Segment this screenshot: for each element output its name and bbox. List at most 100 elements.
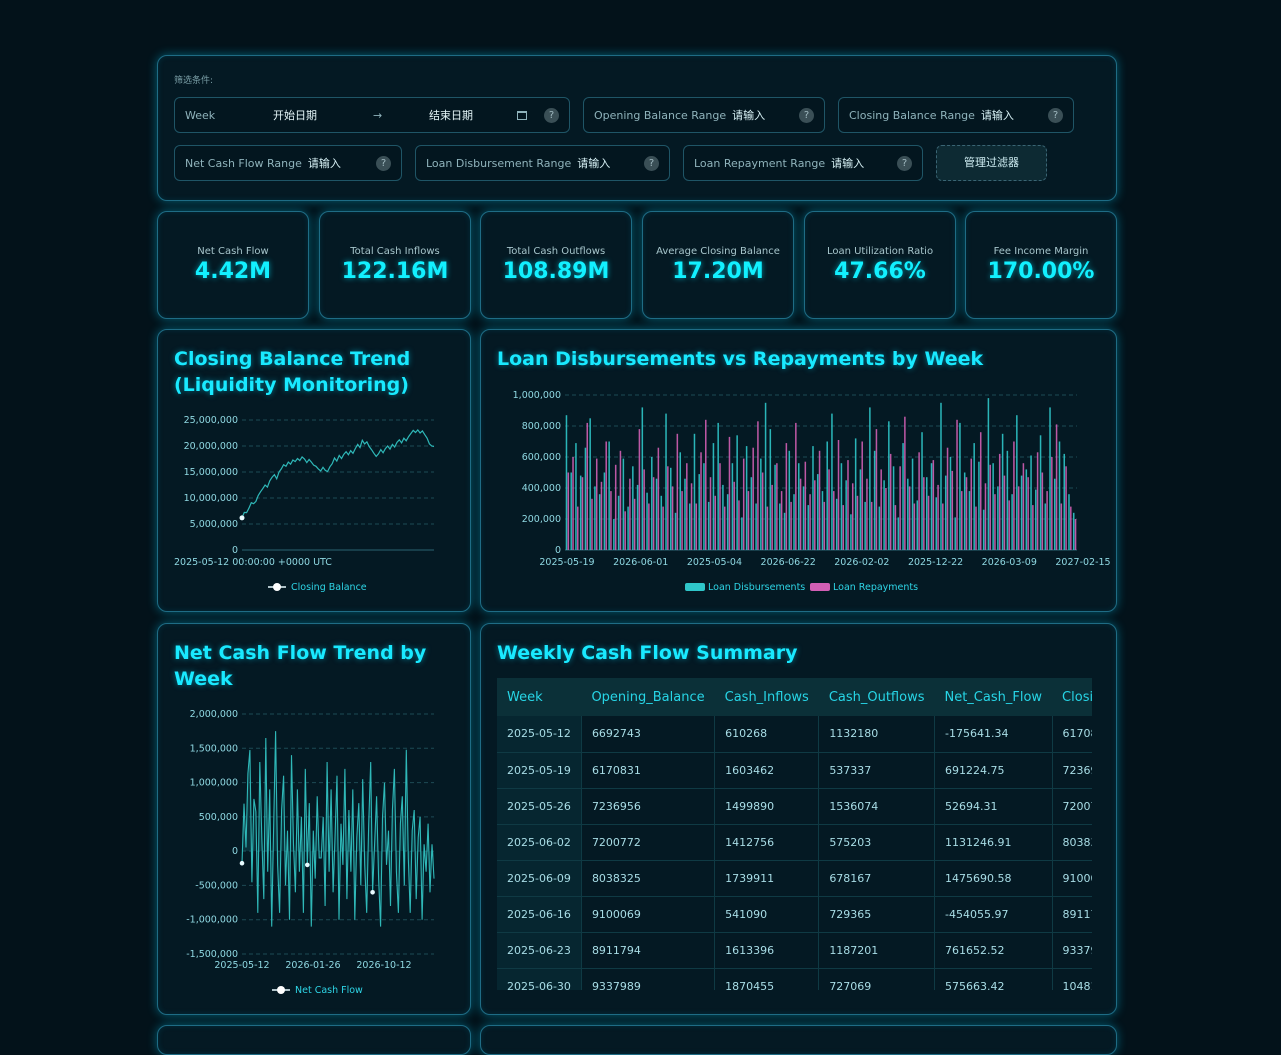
legend-label: Loan Disbursements xyxy=(708,582,805,593)
bar-loan-disbursement xyxy=(712,443,715,550)
bar-loan-disbursement xyxy=(617,495,620,551)
bar-loan-repayment xyxy=(975,506,977,550)
table-row[interactable]: 2025-06-16 9100069 541090 729365 -454055.97 8… xyxy=(497,896,1092,933)
table-row[interactable]: 2025-06-30 9337989 1870455 727069 575663.42 1… xyxy=(497,968,1092,990)
week-end-input[interactable]: 结束日期 xyxy=(429,109,473,122)
table-row[interactable]: 2025-05-19 6170831 1603462 537337 691224.75 7… xyxy=(497,752,1092,789)
opening-balance-range-input[interactable]: Opening Balance Range 请输入 ? xyxy=(583,97,825,133)
bar-loan-disbursement xyxy=(641,407,644,550)
bar-loan-disbursement xyxy=(1030,455,1032,550)
bar-loan-disbursement xyxy=(935,497,938,550)
bar-loan-repayment xyxy=(633,498,636,550)
net-cash-flow-range-input[interactable]: Net Cash Flow Range 请输入 ? xyxy=(174,145,402,181)
table-header-cell[interactable]: Week xyxy=(497,678,582,716)
opening-balance-placeholder: 请输入 xyxy=(732,109,766,122)
bar-loan-repayment xyxy=(1046,491,1048,550)
bar-loan-repayment xyxy=(809,494,811,550)
table-header-cell[interactable]: Cash_Inflows xyxy=(714,678,819,716)
bar-loan-repayment xyxy=(619,450,622,550)
calendar-icon[interactable] xyxy=(517,110,527,120)
loan-repayment-range-input[interactable]: Loan Repayment Range 请输入 ? xyxy=(683,145,923,181)
bar-loan-disbursement xyxy=(570,472,572,550)
table-cell: 1187201 xyxy=(818,932,935,969)
manage-filters-button[interactable]: 管理过滤器 xyxy=(936,145,1047,181)
bar-loan-disbursement xyxy=(774,464,776,551)
bar-loan-repayment xyxy=(638,429,641,550)
bar-loan-repayment xyxy=(814,480,816,551)
bar-loan-disbursement xyxy=(982,509,985,550)
bar-loan-repayment xyxy=(932,460,935,550)
help-icon[interactable]: ? xyxy=(644,156,659,171)
table-cell: 2025-05-19 xyxy=(497,752,582,789)
bar-loan-disbursement xyxy=(722,484,724,550)
kpi-title: Loan Utilization Ratio xyxy=(826,246,934,257)
bar-loan-repayment xyxy=(676,433,679,551)
table-row[interactable]: 2025-06-09 8038325 1739911 678167 1475690.58… xyxy=(497,860,1092,897)
bar-loan-repayment xyxy=(970,458,973,550)
table-header-cell[interactable]: Net_Cash_Flow xyxy=(934,678,1053,716)
bar-loan-repayment xyxy=(695,503,698,550)
bar-loan-repayment xyxy=(581,477,584,550)
closing-balance-line xyxy=(241,428,435,519)
table-row[interactable]: 2025-05-12 6692743 610268 1132180 -175641.34… xyxy=(497,716,1092,753)
loan-disbursements-repayments-chart[interactable]: 1,000,000800,000600,000400,000200,000020… xyxy=(481,330,1118,613)
chart-title-line: Week xyxy=(174,668,233,690)
legend-swatch-repayments xyxy=(810,583,830,591)
table-cell: 7236956 xyxy=(581,788,716,825)
closing-balance-range-input[interactable]: Closing Balance Range 请输入 ? xyxy=(838,97,1074,133)
bar-loan-disbursement xyxy=(949,457,952,550)
bar-loan-repayment xyxy=(994,494,996,550)
table-row[interactable]: 2025-06-02 7200772 1412756 575203 1131246.91… xyxy=(497,824,1092,861)
help-icon[interactable]: ? xyxy=(897,156,912,171)
table-cell: 541090 xyxy=(714,896,820,933)
table-row[interactable]: 2025-05-26 7236956 1499890 1536074 52694.31 7… xyxy=(497,788,1092,825)
summary-table-scroll[interactable]: Week Opening_Balance Cash_Inflows Cash_Outf… xyxy=(497,678,1092,990)
weekly-summary-panel: Weekly Cash Flow Summary Week Opening_Bal… xyxy=(480,623,1117,1015)
table-header-cell[interactable]: Closing_Balance xyxy=(1052,678,1092,716)
week-range-picker[interactable]: Week 开始日期 → 结束日期 ? xyxy=(174,97,570,133)
bar-loan-repayment xyxy=(709,477,712,550)
table-cell: 7236956 xyxy=(1052,752,1092,789)
legend-swatch-disbursements xyxy=(685,583,705,591)
bar-loan-repayment xyxy=(818,450,821,550)
bar-loan-repayment xyxy=(904,416,906,550)
bar-loan-disbursement xyxy=(897,517,900,550)
bar-loan-repayment xyxy=(1036,452,1039,550)
bar-loan-disbursement xyxy=(826,441,828,550)
table-header-cell[interactable]: Opening_Balance xyxy=(581,678,715,716)
help-icon[interactable]: ? xyxy=(1048,108,1063,123)
x-tick-label: 2025-05-04 xyxy=(687,557,742,568)
bar-loan-repayment xyxy=(648,503,650,550)
bar-loan-disbursement xyxy=(1035,489,1037,551)
legend-label: Closing Balance xyxy=(291,582,367,593)
help-icon[interactable]: ? xyxy=(544,108,559,123)
loan-disbursement-range-input[interactable]: Loan Disbursement Range 请输入 ? xyxy=(415,145,670,181)
bar-loan-disbursement xyxy=(726,494,729,550)
bar-loan-disbursement xyxy=(679,452,682,550)
table-header-cell[interactable]: Cash_Outflows xyxy=(818,678,935,716)
bar-loan-disbursement xyxy=(892,466,895,550)
bar-loan-repayment xyxy=(961,491,963,550)
bar-loan-disbursement xyxy=(651,457,653,550)
data-point xyxy=(239,860,245,866)
bar-loan-disbursement xyxy=(907,478,909,550)
chart-title-line: Net Cash Flow Trend by xyxy=(174,642,427,664)
y-tick-label: 2,000,000 xyxy=(190,709,238,720)
help-icon[interactable]: ? xyxy=(376,156,391,171)
bar-loan-repayment xyxy=(870,501,873,550)
help-icon[interactable]: ? xyxy=(799,108,814,123)
bar-loan-repayment xyxy=(605,441,607,550)
kpi-card-loan-utilization-ratio: Loan Utilization Ratio 47.66% xyxy=(804,211,956,319)
y-tick-label: 800,000 xyxy=(522,421,561,432)
closing-balance-chart[interactable]: 25,000,000 20,000,000 15,000,000 10,000,000… xyxy=(158,330,472,613)
table-cell: 6170831 xyxy=(581,752,716,789)
bar-loan-repayment xyxy=(643,469,645,550)
net-cash-flow-chart[interactable]: 2,000,000 1,500,000 1,000,000 500,000 0 -500,… xyxy=(158,624,472,1016)
bar-loan-repayment xyxy=(723,506,726,550)
bottom-panel-right xyxy=(480,1025,1117,1055)
bar-loan-repayment xyxy=(965,477,968,550)
loan-repayment-label: Loan Repayment Range xyxy=(694,156,826,170)
bar-loan-disbursement xyxy=(589,418,591,551)
week-start-input[interactable]: 开始日期 xyxy=(273,109,317,122)
table-row[interactable]: 2025-06-23 8911794 1613396 1187201 761652.52… xyxy=(497,932,1092,969)
